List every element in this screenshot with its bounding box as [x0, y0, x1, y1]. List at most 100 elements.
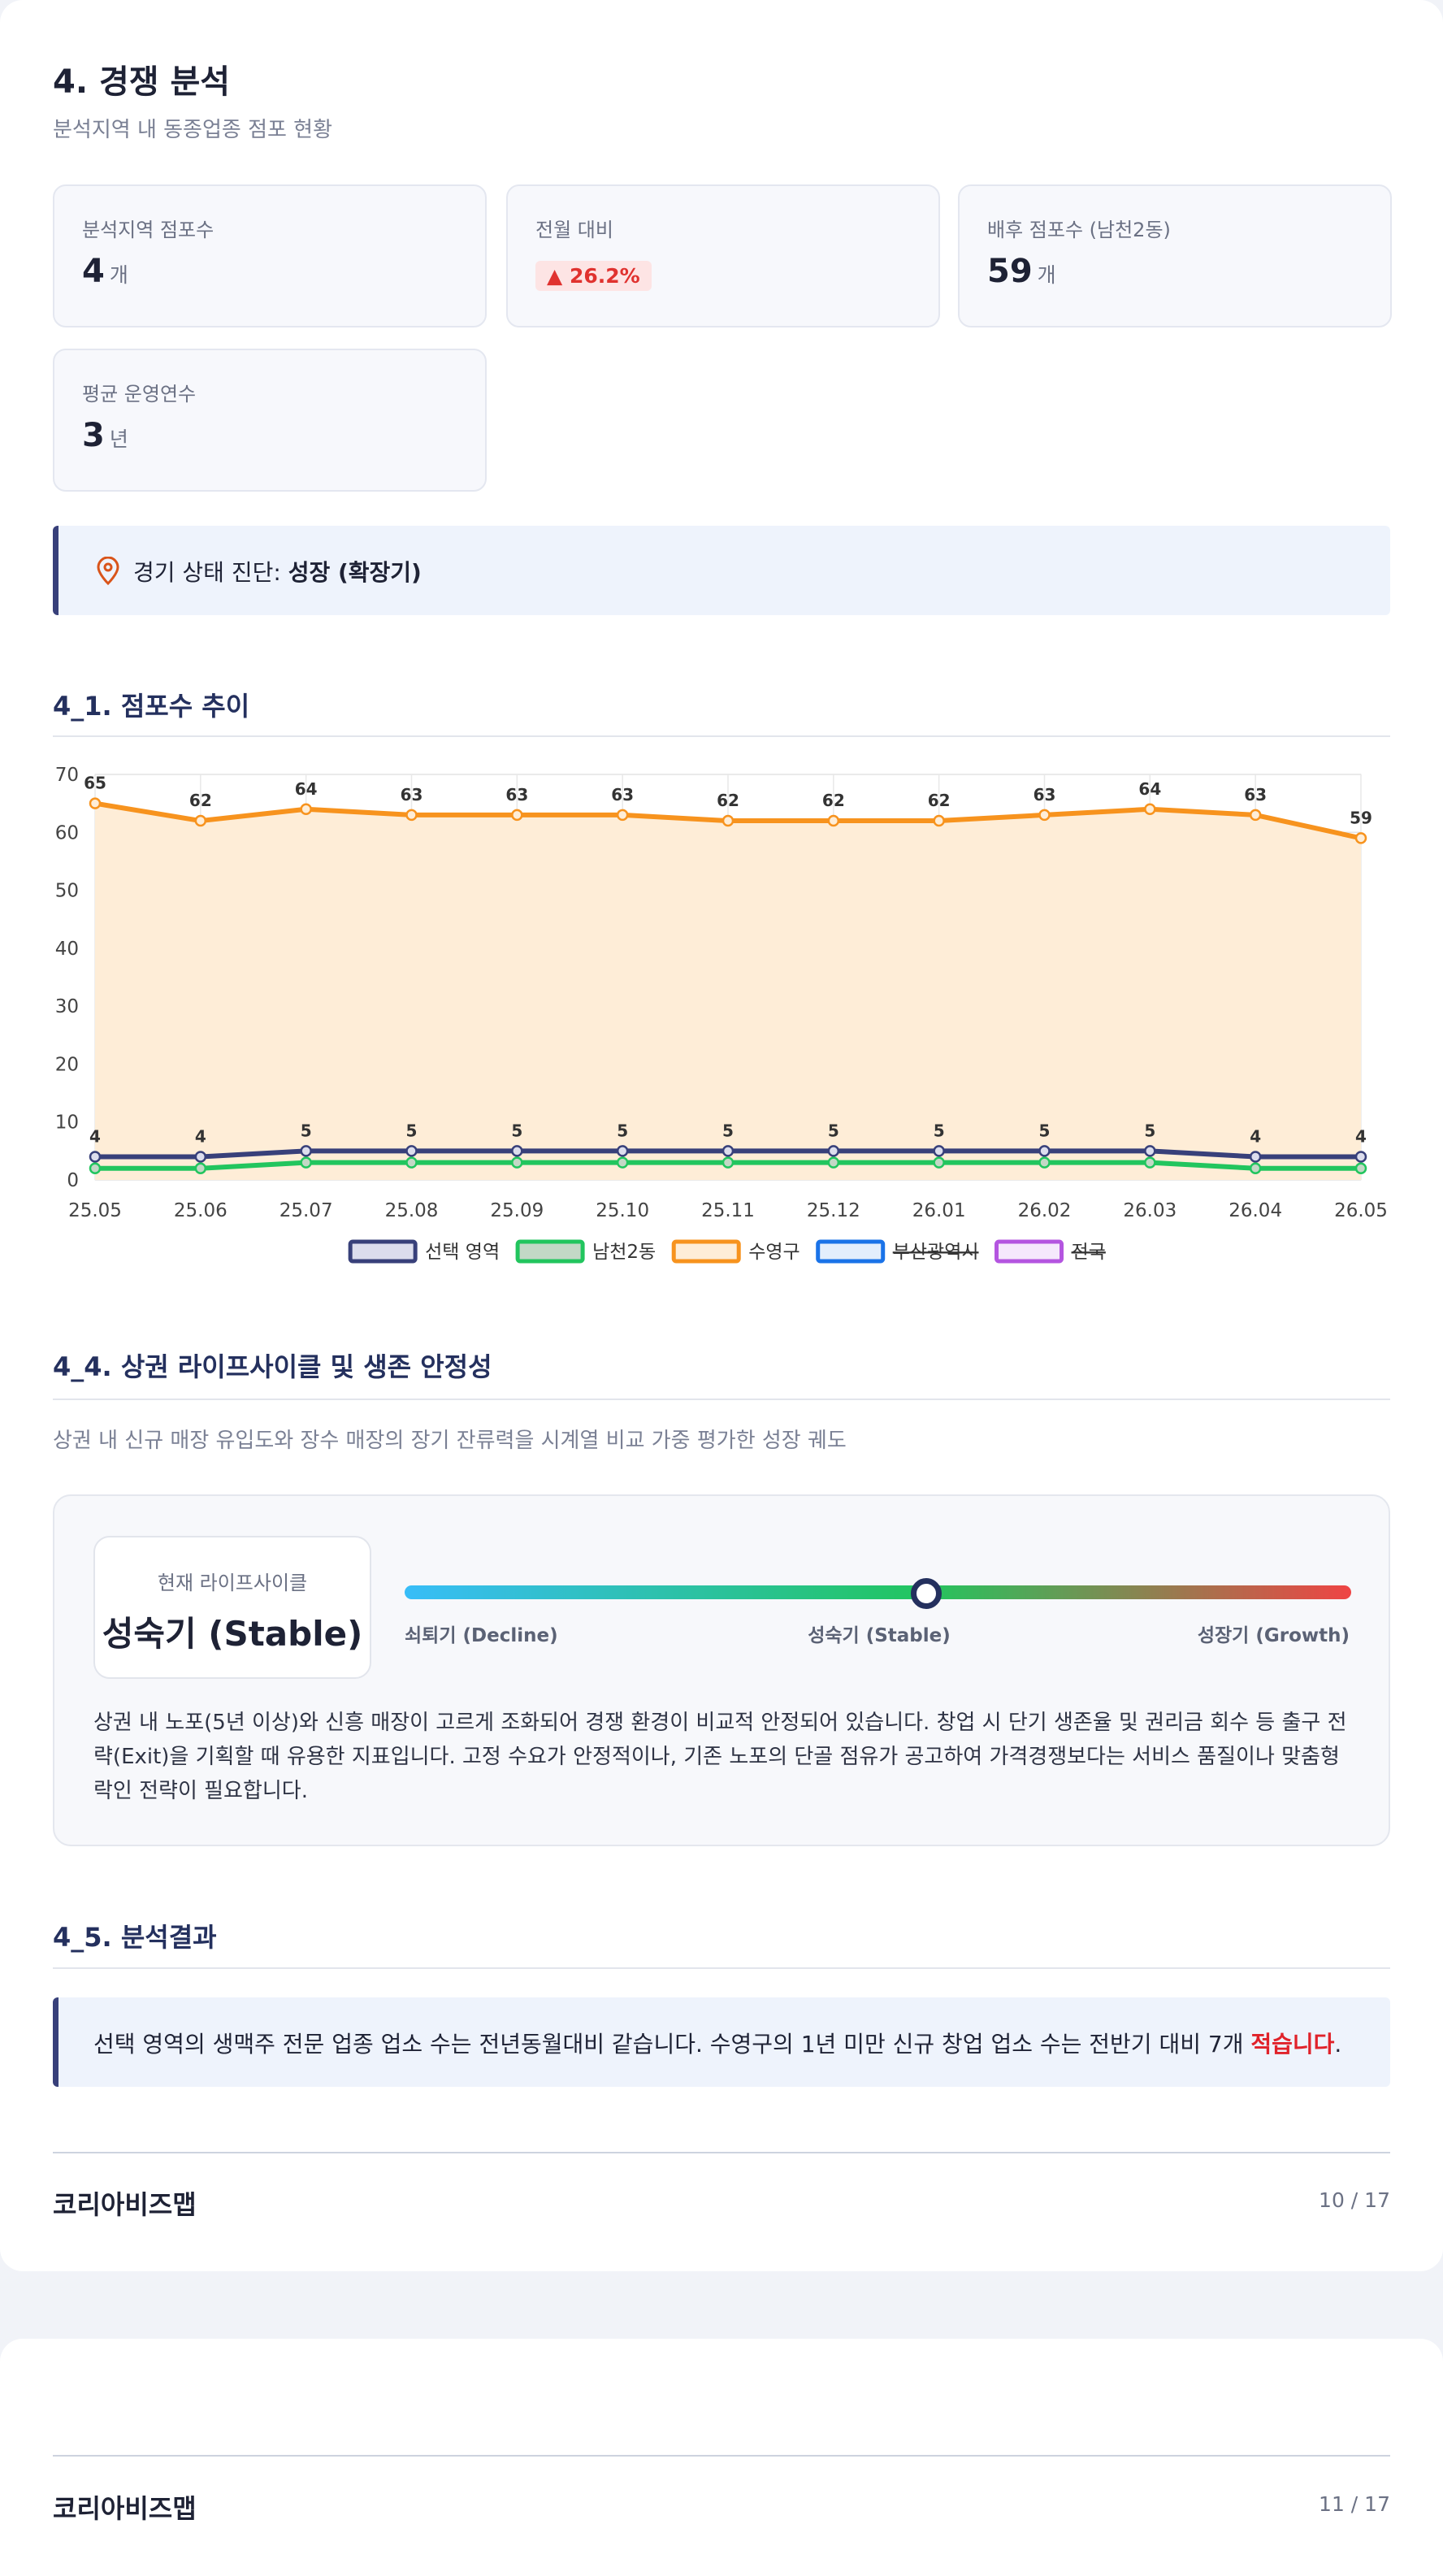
point — [194, 814, 207, 827]
footer-page: 10 / 17 — [1319, 2188, 1390, 2212]
point — [1249, 1151, 1262, 1163]
section-rule — [53, 735, 1390, 737]
x-tick-label: 25.05 — [68, 1200, 122, 1221]
point — [89, 1162, 102, 1174]
point — [194, 1162, 207, 1174]
x-tick-label: 26.04 — [1228, 1200, 1282, 1221]
scale-label: 성장기 (Growth) — [1197, 1625, 1350, 1646]
point — [1249, 1162, 1262, 1174]
kpi-unit: 개 — [1037, 263, 1056, 287]
point — [1038, 1156, 1051, 1169]
lifecycle-current: 성숙기 (Stable) — [102, 1614, 363, 1654]
data-label: 62 — [717, 791, 739, 810]
kpi-label: 분석지역 점포수 — [82, 219, 214, 241]
kpi-number: 3 — [82, 417, 105, 454]
scale-label: 성숙기 (Stable) — [808, 1625, 951, 1646]
lifecycle-caption: 현재 라이프사이클 — [157, 1572, 308, 1594]
footer-page: 11 / 17 — [1319, 2492, 1390, 2516]
x-tick-label: 25.06 — [174, 1200, 228, 1221]
data-label: 5 — [1144, 1121, 1155, 1140]
data-label: 5 — [828, 1121, 839, 1140]
point — [300, 1145, 312, 1157]
point — [722, 814, 734, 827]
diagnosis-status: 성장 (확장기) — [288, 559, 422, 586]
data-label: 62 — [822, 791, 845, 810]
data-label: 64 — [295, 779, 318, 799]
point — [616, 1145, 629, 1157]
point — [827, 814, 840, 827]
kpi-label: 전월 대비 — [535, 219, 613, 241]
point — [933, 814, 945, 827]
kpi-number: 59 — [987, 253, 1033, 290]
section-title: 4_4. 상권 라이프사이클 및 생존 안정성 — [53, 1351, 492, 1382]
legend-swatch — [994, 1239, 1064, 1264]
x-tick-label: 26.03 — [1123, 1200, 1176, 1221]
data-label: 64 — [1138, 779, 1161, 799]
footer-brand: 코리아비즈맵 — [53, 2493, 197, 2524]
point — [89, 797, 102, 809]
section-description: 상권 내 신규 매장 유입도와 장수 매장의 장기 잔류력을 시계열 비교 가중… — [53, 1429, 847, 1453]
data-label: 62 — [928, 791, 951, 810]
data-label: 59 — [1350, 808, 1372, 827]
x-tick-label: 25.08 — [385, 1200, 439, 1221]
legend-swatch — [515, 1239, 585, 1264]
section-title: 4_5. 분석결과 — [53, 1922, 217, 1953]
footer-brand: 코리아비즈맵 — [53, 2189, 197, 2220]
result-end: . — [1334, 2031, 1342, 2058]
point — [1249, 809, 1262, 822]
x-tick-label: 25.10 — [596, 1200, 649, 1221]
section-rule — [53, 1967, 1390, 1969]
point — [722, 1156, 734, 1169]
area — [95, 803, 1361, 1180]
data-label: 63 — [401, 785, 423, 804]
kpi-value: 59 개 — [987, 253, 1056, 290]
point — [89, 1151, 102, 1163]
up-arrow: ▲ — [547, 264, 570, 288]
data-label: 5 — [934, 1121, 945, 1140]
kpi-label: 배후 점포수 (남천2동) — [987, 219, 1171, 241]
y-tick-label: 0 — [67, 1170, 79, 1191]
point — [1144, 803, 1156, 816]
data-label: 5 — [301, 1121, 312, 1140]
x-tick-label: 25.07 — [280, 1200, 333, 1221]
footer-rule — [53, 2455, 1390, 2457]
point — [827, 1156, 840, 1169]
kpi-unit: 년 — [109, 427, 128, 451]
change-badge: ▲ 26.2% — [535, 261, 652, 291]
point — [1144, 1145, 1156, 1157]
point — [1354, 1151, 1367, 1163]
legend-label: 선택 영역 — [425, 1242, 500, 1263]
x-tick-label: 25.11 — [701, 1200, 755, 1221]
legend-label: 부산광역시 — [893, 1242, 979, 1263]
section-rule — [53, 1399, 1390, 1400]
result-body: 선택 영역의 생맥주 전문 업종 업소 수는 전년동월대비 같습니다. 수영구의… — [93, 2031, 1251, 2058]
data-label: 5 — [722, 1121, 734, 1140]
kpi-unit: 개 — [109, 263, 128, 287]
point — [1354, 1162, 1367, 1174]
x-tick-label: 26.02 — [1018, 1200, 1072, 1221]
data-label: 4 — [1355, 1126, 1367, 1146]
data-label: 63 — [611, 785, 634, 804]
legend-label: 수영구 — [748, 1242, 800, 1263]
point — [511, 1145, 523, 1157]
data-label: 4 — [89, 1126, 101, 1146]
point — [300, 1156, 312, 1169]
data-label: 63 — [1244, 785, 1267, 804]
point — [300, 803, 312, 816]
subtitle: 분석지역 내 동종업종 점포 현황 — [53, 118, 333, 142]
kpi-card: 평균 운영연수 3 년 — [53, 349, 487, 492]
point — [827, 1145, 840, 1157]
legend-label: 남천2동 — [592, 1242, 656, 1263]
chart: 0 10 20 30 40 50 60 70 25.05 25.06 25.07 25.08 25.09… — [55, 765, 1388, 1264]
kpi-label: 평균 운영연수 — [82, 383, 197, 405]
point — [405, 1145, 418, 1157]
point — [1038, 809, 1051, 822]
point — [616, 809, 629, 822]
legend-swatch — [816, 1239, 886, 1264]
x-tick-label: 26.01 — [912, 1200, 966, 1221]
scale-label: 쇠퇴기 (Decline) — [405, 1625, 558, 1646]
data-label: 65 — [84, 774, 106, 793]
lifecycle-card: 현재 라이프사이클 성숙기 (Stable) — [93, 1536, 371, 1679]
data-label: 5 — [1039, 1121, 1051, 1140]
